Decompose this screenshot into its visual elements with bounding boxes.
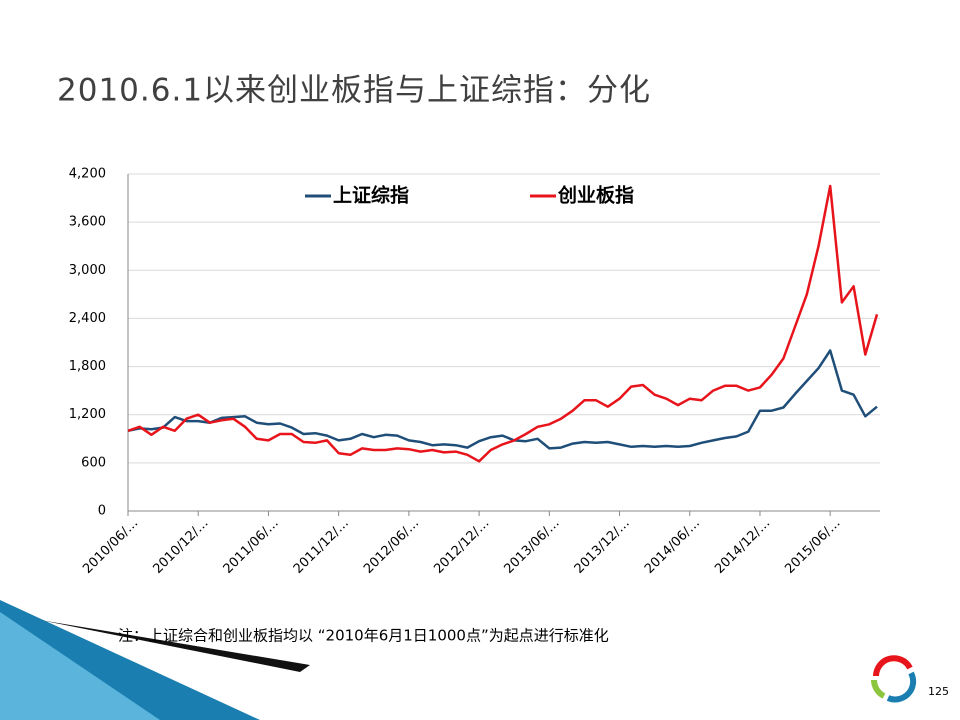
- y-tick-label: 4,200: [69, 167, 106, 182]
- decor-wedge-light: [0, 612, 160, 720]
- slide-title: 2010.6.1以来创业板指与上证综指：分化: [57, 73, 651, 109]
- logo: [871, 655, 917, 703]
- decor-line: [40, 620, 310, 672]
- y-tick-label: 2,400: [69, 311, 106, 326]
- y-tick-label: 0: [98, 504, 106, 519]
- y-tick-label: 3,600: [69, 215, 106, 230]
- page-number: 125: [928, 685, 949, 698]
- x-tick-label: 2014/12/…: [712, 516, 773, 577]
- note: 注：上证综合和创业板指均以 “2010年6月1日1000点”为起点进行标准化: [118, 627, 609, 645]
- x-tick-label: 2015/06/…: [782, 516, 843, 577]
- series-line: [127, 184, 879, 463]
- x-tick-label: 2013/06/…: [502, 516, 563, 577]
- series-line: [127, 349, 878, 450]
- y-tick-label: 3,000: [69, 263, 106, 278]
- x-tick-label: 2011/12/…: [291, 516, 352, 577]
- legend-label: 上证综指: [333, 184, 409, 207]
- x-tick-label: 2011/06/…: [221, 516, 282, 577]
- x-tick-label: 2012/06/…: [361, 516, 422, 577]
- x-tick-label: 2013/12/…: [572, 516, 633, 577]
- legend-label: 创业板指: [557, 184, 634, 207]
- x-tick-label: 2014/06/…: [642, 516, 703, 577]
- y-tick-label: 1,800: [69, 359, 106, 374]
- x-tick-label: 2012/12/…: [431, 516, 492, 577]
- x-tick-label: 2010/12/…: [150, 516, 211, 577]
- y-tick-label: 1,200: [69, 407, 106, 422]
- x-tick-label: 2010/06/…: [80, 516, 141, 577]
- y-tick-label: 600: [81, 455, 106, 470]
